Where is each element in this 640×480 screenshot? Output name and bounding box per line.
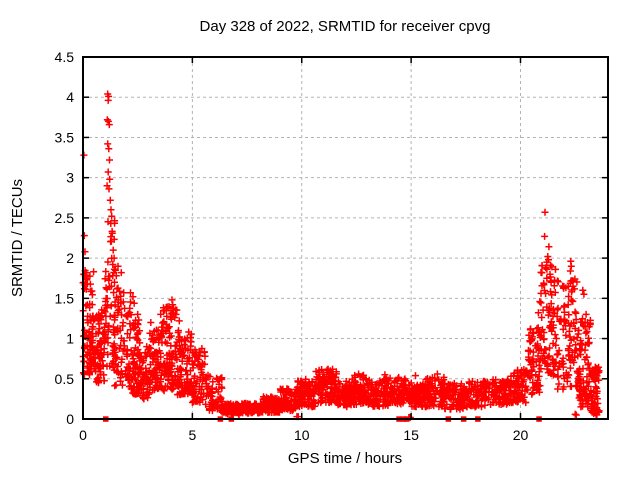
y-tick-label: 0 — [66, 411, 74, 427]
y-tick-label: 4.5 — [55, 49, 75, 65]
y-tick-label: 1.5 — [55, 290, 75, 306]
y-tick-label: 3.5 — [55, 129, 75, 145]
x-tick-label: 5 — [188, 427, 196, 443]
y-tick-label: 4 — [66, 89, 74, 105]
plot-border — [82, 56, 609, 420]
y-tick-label: 1 — [66, 331, 74, 347]
x-tick-labels: 0 5 10 15 20 — [79, 427, 528, 443]
y-tick-label: 2.5 — [55, 210, 75, 226]
srmtid-points — [79, 90, 603, 421]
x-tick-label: 15 — [403, 427, 419, 443]
y-tick-label: 3 — [66, 170, 74, 186]
x-tick-label: 0 — [79, 427, 87, 443]
chart-title: Day 328 of 2022, SRMTID for receiver cpv… — [200, 18, 491, 35]
y-tick-labels: 0 0.5 1 1.5 2 2.5 3 3.5 4 4.5 — [55, 49, 75, 427]
x-tick-label: 20 — [513, 427, 529, 443]
x-axis-label: GPS time / hours — [288, 450, 402, 467]
x-tick-label: 10 — [294, 427, 310, 443]
y-axis-label: SRMTID / TECUs — [9, 179, 26, 297]
y-tick-label: 0.5 — [55, 371, 75, 387]
y-tick-label: 2 — [66, 250, 74, 266]
